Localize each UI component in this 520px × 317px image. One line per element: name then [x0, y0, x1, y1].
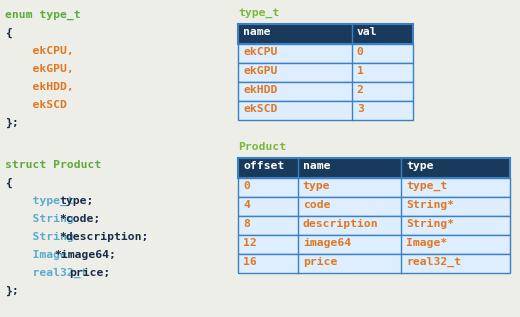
Text: ekSCD: ekSCD — [5, 100, 67, 110]
FancyBboxPatch shape — [238, 216, 510, 235]
Text: 4: 4 — [243, 200, 250, 210]
Text: type_t: type_t — [238, 8, 279, 18]
Text: code: code — [303, 200, 330, 210]
Text: type: type — [406, 161, 434, 171]
Text: String: String — [5, 214, 81, 224]
Text: {: { — [5, 178, 12, 188]
Text: 3: 3 — [357, 104, 363, 114]
Text: type_t: type_t — [5, 196, 81, 206]
FancyBboxPatch shape — [238, 197, 510, 216]
Text: String: String — [5, 232, 81, 242]
Text: real32_t: real32_t — [5, 268, 94, 278]
Text: Image*: Image* — [406, 238, 447, 248]
Text: };: }; — [5, 118, 19, 128]
Text: ekGPU,: ekGPU, — [5, 64, 74, 74]
FancyBboxPatch shape — [238, 178, 510, 197]
Text: ekGPU: ekGPU — [243, 66, 277, 76]
FancyBboxPatch shape — [238, 235, 510, 254]
Text: ekSCD: ekSCD — [243, 104, 277, 114]
Text: image64: image64 — [303, 238, 351, 248]
Text: };: }; — [5, 286, 19, 296]
Text: name: name — [243, 27, 270, 37]
Text: type;: type; — [60, 196, 94, 206]
FancyBboxPatch shape — [238, 158, 510, 178]
Text: type_t: type_t — [406, 181, 447, 191]
Text: price: price — [303, 257, 337, 267]
Text: {: { — [5, 28, 12, 38]
Text: Product: Product — [238, 142, 286, 152]
Text: 0: 0 — [243, 181, 250, 191]
FancyBboxPatch shape — [238, 254, 510, 273]
Text: 12: 12 — [243, 238, 257, 248]
FancyBboxPatch shape — [238, 101, 413, 120]
Text: description: description — [303, 219, 379, 229]
Text: String*: String* — [406, 200, 454, 210]
FancyBboxPatch shape — [238, 24, 413, 44]
Text: String*: String* — [406, 219, 454, 229]
FancyBboxPatch shape — [238, 82, 413, 101]
Text: *code;: *code; — [60, 214, 101, 224]
Text: 0: 0 — [357, 47, 363, 57]
Text: price;: price; — [70, 268, 111, 278]
Text: ekCPU: ekCPU — [243, 47, 277, 57]
Text: name: name — [303, 161, 330, 171]
Text: 16: 16 — [243, 257, 257, 267]
Text: ekHDD,: ekHDD, — [5, 82, 74, 92]
FancyBboxPatch shape — [238, 44, 413, 63]
Text: enum type_t: enum type_t — [5, 10, 81, 20]
Text: 1: 1 — [357, 66, 363, 76]
FancyBboxPatch shape — [238, 63, 413, 82]
Text: *description;: *description; — [60, 232, 149, 242]
Text: Image: Image — [5, 250, 74, 260]
Text: ekHDD: ekHDD — [243, 85, 277, 95]
Text: offset: offset — [243, 161, 284, 171]
Text: real32_t: real32_t — [406, 257, 461, 267]
Text: type: type — [303, 181, 330, 191]
Text: struct Product: struct Product — [5, 160, 101, 170]
Text: *image64;: *image64; — [55, 250, 116, 260]
Text: ekCPU,: ekCPU, — [5, 46, 74, 56]
Text: 2: 2 — [357, 85, 363, 95]
Text: 8: 8 — [243, 219, 250, 229]
Text: val: val — [357, 27, 378, 37]
